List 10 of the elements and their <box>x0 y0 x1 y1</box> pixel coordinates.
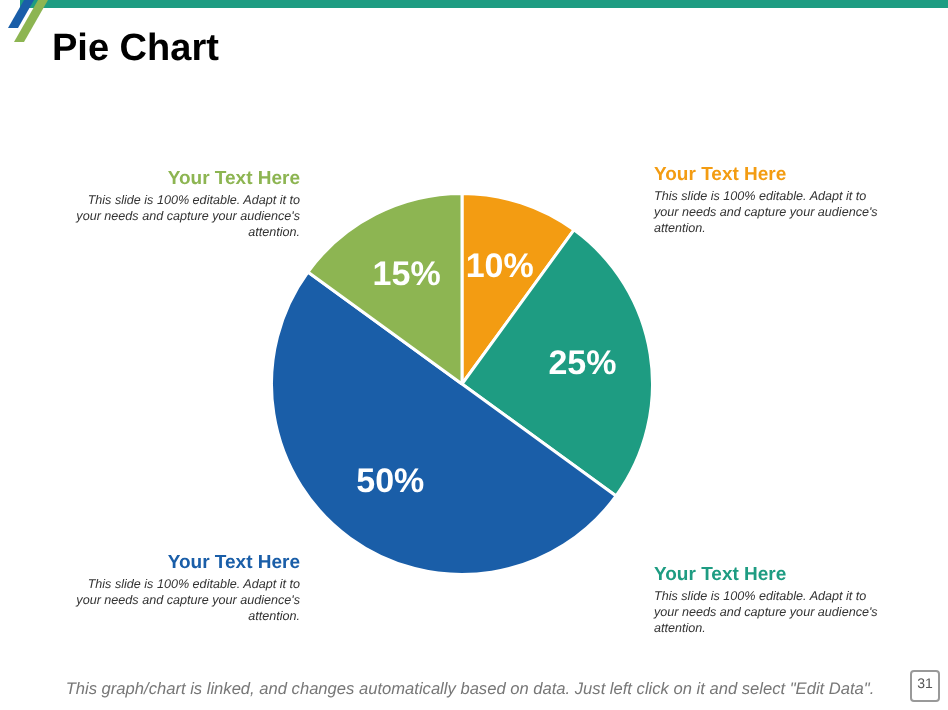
data-label: 15% <box>372 254 441 293</box>
text: Your Text Here <box>654 564 789 586</box>
data-label: 25% <box>548 344 617 383</box>
data-label: 50% <box>356 462 425 501</box>
text: Your Text Here <box>654 164 789 186</box>
text: Your Text Here <box>165 552 300 574</box>
data-label: 10% <box>465 247 534 286</box>
text: This graph/chart is linked, and changes automatically based on data. Just left click on it and select "Edit Data". <box>63 678 877 698</box>
text: Your Text Here <box>165 168 300 190</box>
chart-title: Pie Chart <box>52 28 219 72</box>
